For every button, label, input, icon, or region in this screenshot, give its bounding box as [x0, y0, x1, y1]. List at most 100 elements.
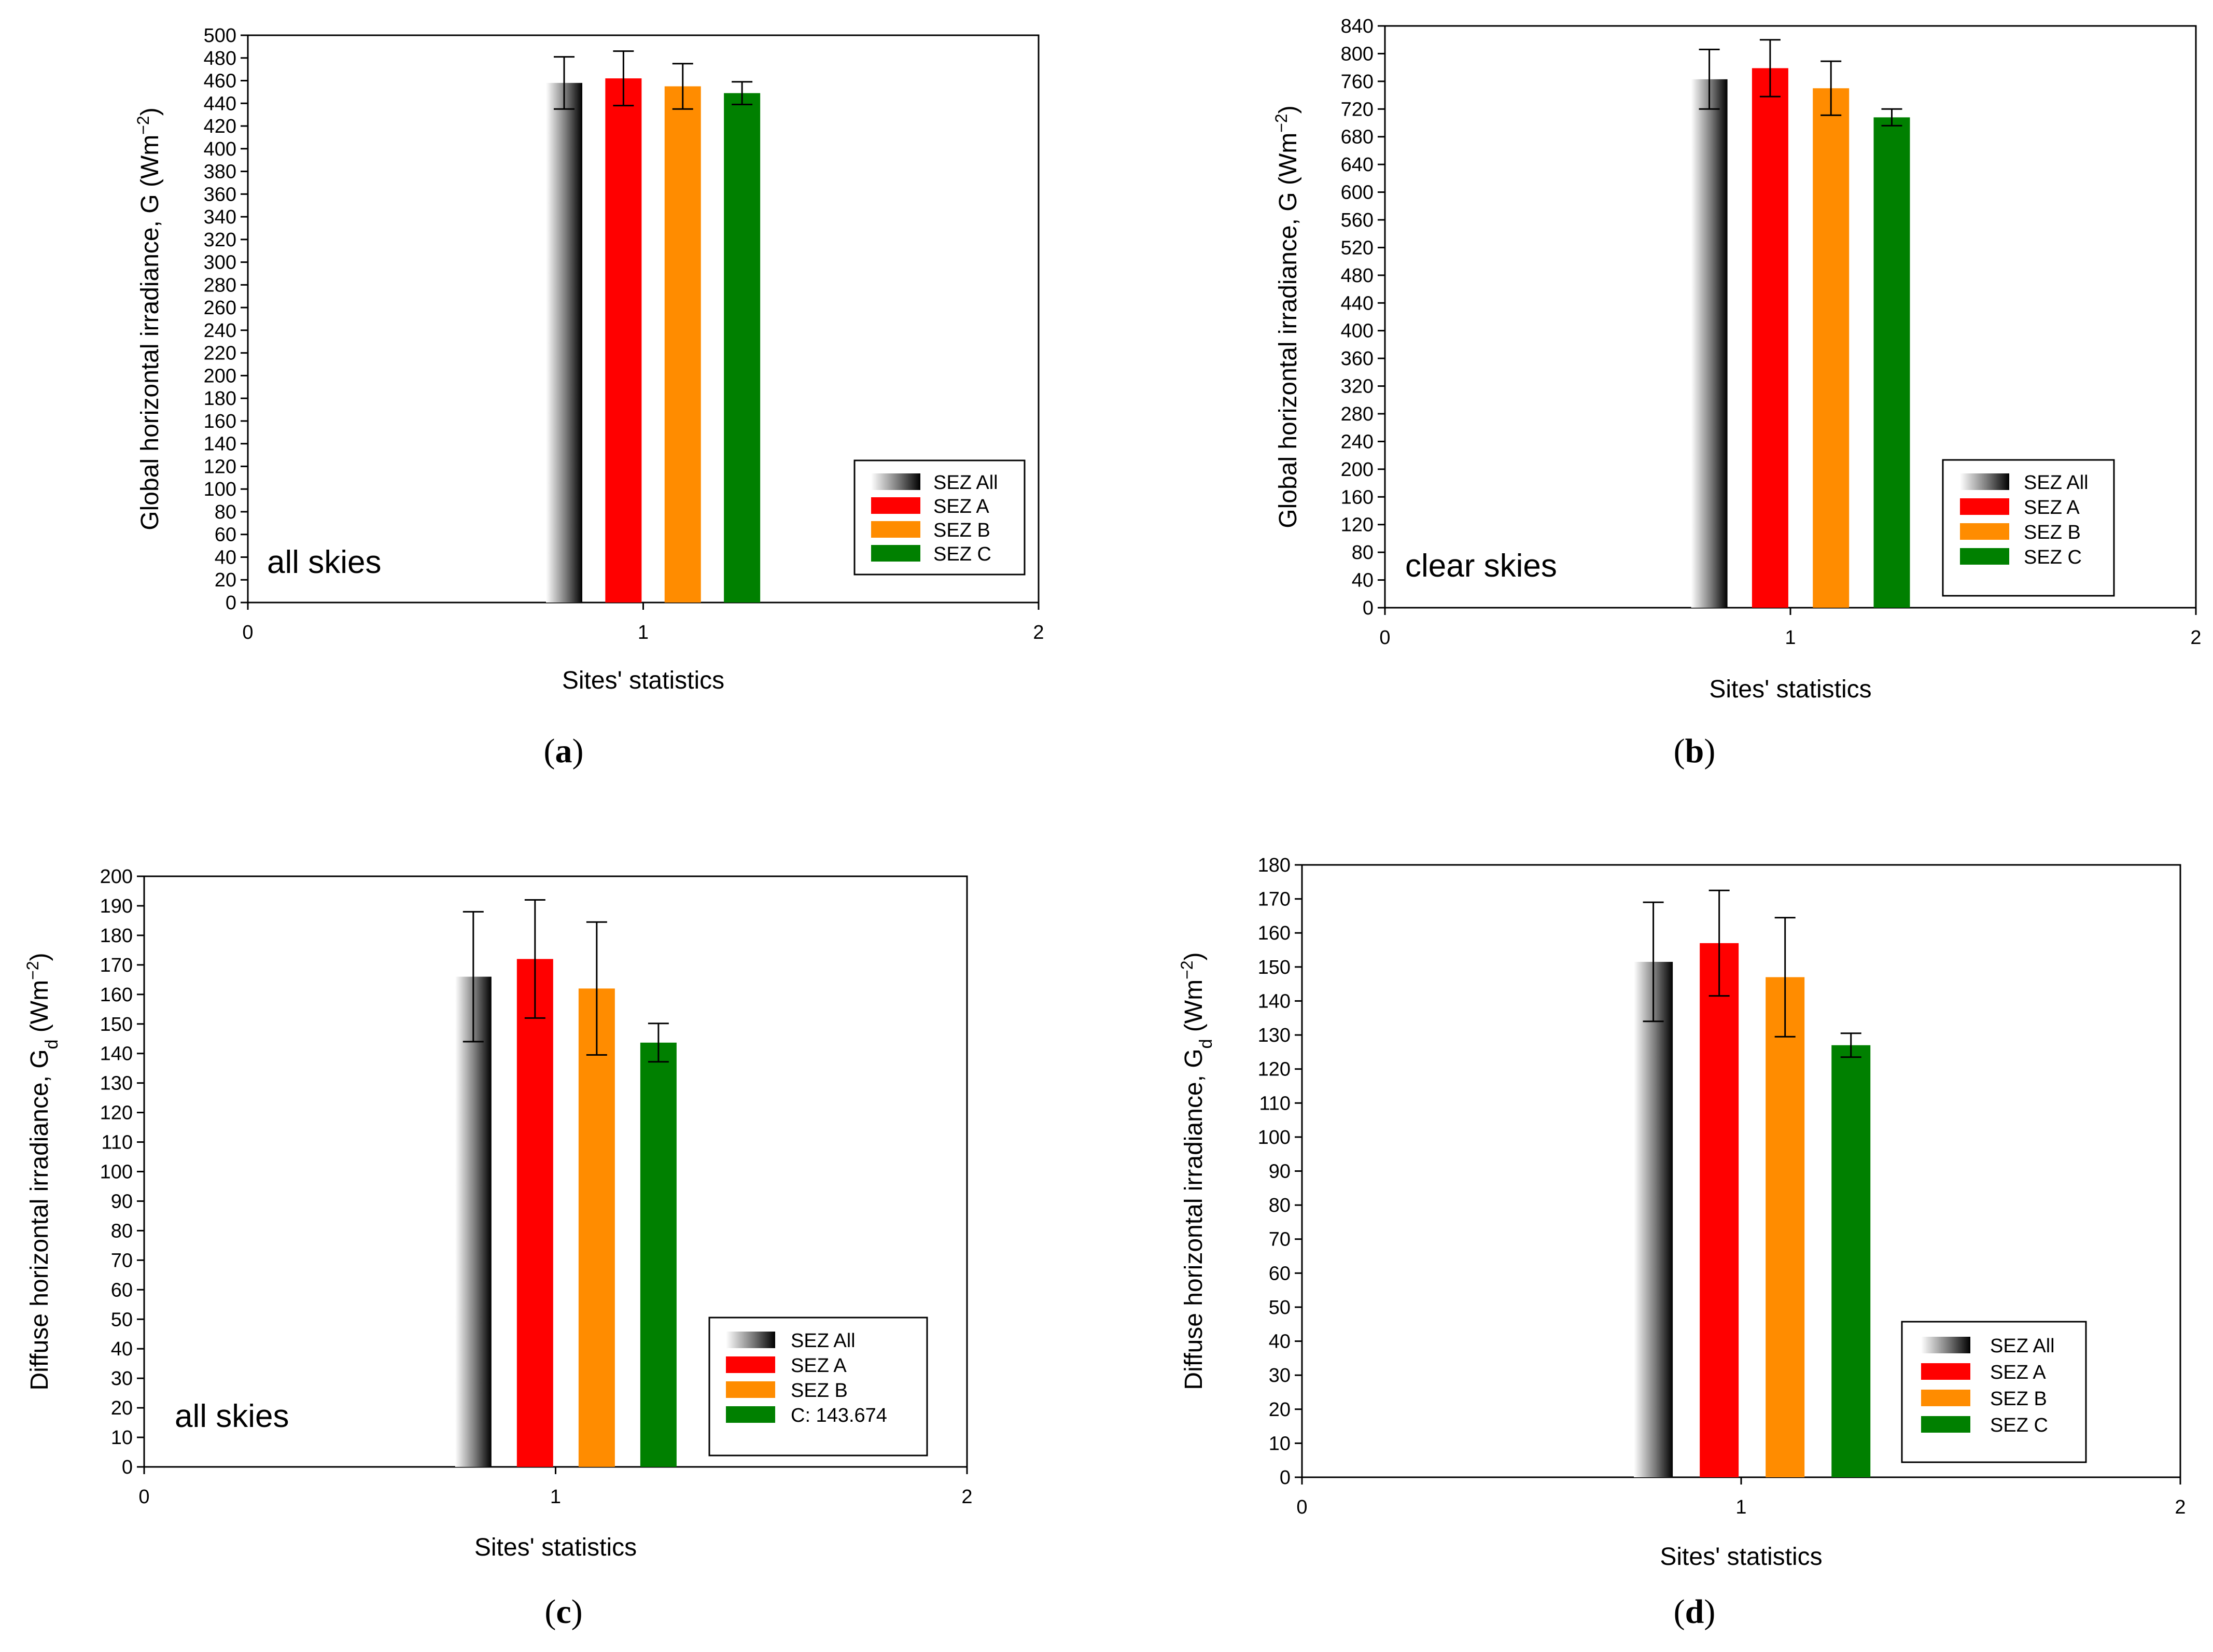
panel-a-x-tick-label: 2: [1033, 622, 1044, 643]
panel-b-y-tick-label: 800: [1341, 43, 1374, 65]
panel-c-y-tick-label: 70: [111, 1250, 133, 1271]
panel-c-legend-swatch-0: [726, 1332, 775, 1348]
panel-d-y-tick-label: 160: [1258, 922, 1291, 944]
panel-d-legend-label-2: SEZ B: [1990, 1388, 2047, 1410]
panel-b-legend-label-2: SEZ B: [2024, 522, 2081, 543]
panel-d-bar-0: [1634, 961, 1673, 1477]
panel-a-bar-1: [605, 78, 642, 603]
panel-c-y-tick-label: 100: [100, 1161, 133, 1183]
panel-c-y-tick-label: 200: [100, 866, 133, 888]
panel-c-y-tick-label: 150: [100, 1014, 133, 1035]
panel-d-legend-label-3: SEZ C: [1990, 1415, 2048, 1436]
panel-b-annotation: clear skies: [1405, 548, 1557, 584]
panel-d-y-tick-label: 50: [1269, 1297, 1291, 1319]
panel-c-legend-label-0: SEZ All: [791, 1330, 856, 1352]
panel-b-y-tick-label: 840: [1341, 16, 1374, 37]
panel-a-y-axis-label: Global horizontal irradiance, G (Wm−2): [134, 107, 164, 530]
panel-b-y-tick-label: 0: [1363, 597, 1374, 619]
panel-d-caption: (d): [1674, 1593, 1716, 1631]
panel-c-y-tick-label: 0: [122, 1457, 133, 1478]
panel-a-y-tick-label: 60: [215, 524, 236, 546]
panel-c-caption: (c): [544, 1593, 582, 1631]
panel-c-x-tick-label: 0: [138, 1486, 149, 1508]
panel-d-legend-label-0: SEZ All: [1990, 1335, 2055, 1357]
panel-c-y-tick-label: 80: [111, 1220, 133, 1242]
panel-a-y-tick-label: 200: [204, 365, 236, 387]
panel-d-y-tick-label: 100: [1258, 1127, 1291, 1149]
panel-d-y-tick-label: 0: [1280, 1467, 1291, 1489]
panel-b-y-tick-label: 440: [1341, 292, 1374, 314]
panel-c-legend-swatch-1: [726, 1356, 775, 1373]
panel-a-y-tick-label: 260: [204, 297, 236, 319]
panel-a-caption: (a): [544, 732, 584, 770]
panel-c-y-tick-label: 170: [100, 955, 133, 976]
panel-c-x-axis-label: Sites' statistics: [474, 1534, 637, 1561]
panel-d-y-tick-label: 80: [1269, 1195, 1291, 1216]
panel-c-legend-swatch-3: [726, 1406, 775, 1423]
panel-a-y-tick-label: 500: [204, 25, 236, 47]
panel-a-y-tick-label: 340: [204, 206, 236, 228]
panel-a-legend-swatch-3: [871, 545, 920, 562]
panel-c-y-tick-label: 50: [111, 1309, 133, 1331]
panel-a-y-tick-label: 280: [204, 274, 236, 296]
panel-c-y-tick-label: 190: [100, 895, 133, 917]
panel-d-bar-1: [1700, 943, 1739, 1477]
panel-c-y-tick-label: 60: [111, 1279, 133, 1301]
panel-c-y-tick-label: 120: [100, 1102, 133, 1124]
panel-a-bar-3: [724, 93, 761, 603]
panel-a-y-tick-label: 420: [204, 116, 236, 137]
panel-b-legend-swatch-1: [1960, 498, 2009, 515]
panel-c-bar-0: [455, 976, 492, 1467]
panel-a-y-tick-label: 40: [215, 547, 236, 568]
panel-c-bar-2: [578, 988, 615, 1467]
panel-a-annotation: all skies: [267, 544, 382, 580]
panel-a-legend-label-0: SEZ All: [933, 472, 998, 494]
panel-c-y-tick-label: 130: [100, 1073, 133, 1095]
panel-d-x-axis-label: Sites' statistics: [1660, 1543, 1822, 1571]
panel-b-x-axis-label: Sites' statistics: [1709, 676, 1871, 703]
panel-d-y-tick-label: 140: [1258, 990, 1291, 1012]
panel-b-legend-swatch-2: [1960, 523, 2009, 540]
panel-d-bar-2: [1766, 977, 1805, 1477]
panel-b-x-tick-label: 0: [1379, 627, 1390, 649]
panel-c-y-tick-label: 20: [111, 1397, 133, 1419]
panel-a-y-tick-label: 380: [204, 161, 236, 183]
panel-a-legend-swatch-1: [871, 497, 920, 514]
panel-d-legend-swatch-1: [1921, 1363, 1970, 1380]
panel-d-x-tick-label: 2: [2175, 1496, 2186, 1518]
panel-b-y-tick-label: 400: [1341, 320, 1374, 342]
panel-b-bar-3: [1873, 117, 1910, 608]
panel-a-legend-swatch-2: [871, 521, 920, 538]
panel-b-bar-0: [1691, 79, 1728, 608]
panel-d-x-tick-label: 1: [1735, 1496, 1746, 1518]
panel-a-y-tick-label: 80: [215, 501, 236, 523]
panel-a-y-tick-label: 480: [204, 48, 236, 69]
panel-c-y-tick-label: 160: [100, 984, 133, 1006]
panel-b-y-tick-label: 720: [1341, 99, 1374, 120]
panel-c-x-tick-label: 2: [961, 1486, 972, 1508]
panel-b-legend-label-3: SEZ C: [2024, 547, 2082, 568]
panel-a-y-tick-label: 300: [204, 252, 236, 274]
panel-d-bar-3: [1831, 1045, 1871, 1477]
panel-c-legend-label-3: C: 143.674: [791, 1405, 887, 1426]
panel-a-y-tick-label: 440: [204, 93, 236, 115]
panel-d-y-tick-label: 120: [1258, 1059, 1291, 1081]
panel-b-bar-1: [1752, 68, 1788, 608]
panel-d-y-tick-label: 90: [1269, 1161, 1291, 1183]
panel-a-y-tick-label: 240: [204, 320, 236, 342]
panel-b-y-tick-label: 640: [1341, 154, 1374, 176]
panel-b-y-tick-label: 480: [1341, 265, 1374, 287]
panel-a-x-tick-label: 1: [638, 622, 649, 643]
panel-c-y-axis-label: Diffuse horizontal irradiance, Gd (Wm−2): [23, 953, 62, 1390]
panel-a-y-tick-label: 160: [204, 411, 236, 432]
panel-b-y-tick-label: 240: [1341, 431, 1374, 453]
panel-a-y-tick-label: 460: [204, 71, 236, 92]
panel-b-y-tick-label: 520: [1341, 237, 1374, 259]
panel-a-y-tick-label: 120: [204, 456, 236, 478]
panel-b-bar-2: [1813, 88, 1850, 608]
panel-d-y-axis-label: Diffuse horizontal irradiance, Gd (Wm−2): [1178, 952, 1216, 1390]
panel-d-y-tick-label: 180: [1258, 855, 1291, 876]
panel-b-caption: (b): [1674, 732, 1716, 770]
panel-a-x-axis-label: Sites' statistics: [562, 667, 724, 694]
